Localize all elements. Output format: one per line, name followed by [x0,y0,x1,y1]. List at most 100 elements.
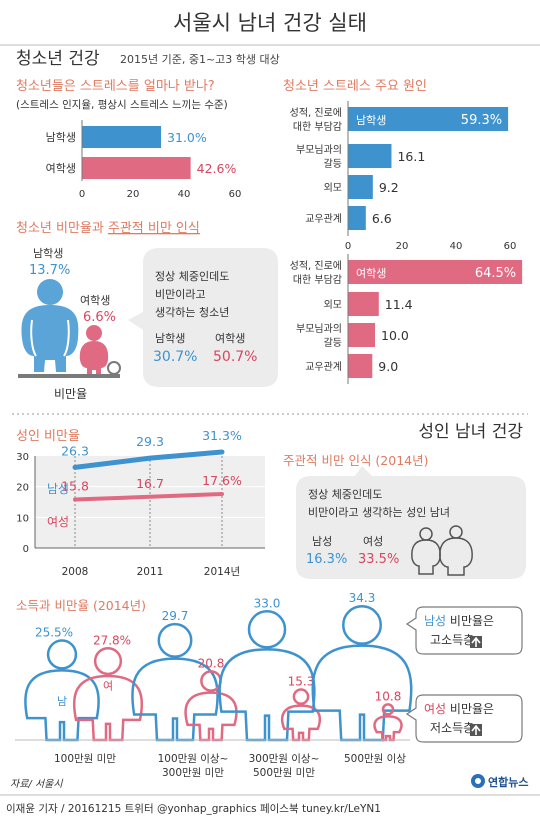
line-y-tick-label: 10 [16,513,29,524]
line-data-label: 15.8 [61,479,89,494]
income-female-label: 20.8 [198,656,225,670]
line-y-tick-label: 20 [16,483,29,494]
cause-value-label: 10.0 [381,328,409,343]
youth-female-value: 6.6% [83,310,116,325]
adult-obesity-title: 성인 비만율 [16,429,80,444]
adult-perception-bubble [296,466,526,579]
income-category-label: 500만원 이상 [344,753,406,765]
youth-male-value: 13.7% [29,263,70,278]
line-data-label: 31.3% [202,428,242,443]
income-category-label: 500만원 미만 [253,767,315,779]
female-figure-icon [280,688,322,742]
cause-category-label: 갈등 [324,157,342,170]
adult-section-title: 성인 남녀 건강 [418,422,523,442]
cause-category-label: 성적, 진로에 [290,260,342,272]
line-data-label: 17.6% [202,473,242,488]
income-male-label: 33.0 [254,596,281,610]
perception-male-label: 남성 [312,535,332,548]
income-female-label: 15.3 [288,675,315,689]
cause-category-label: 교우관계 [305,361,342,373]
male-figure-icon [24,639,100,742]
income-female-label: 10.8 [375,689,402,703]
bubble-line-3: 생각하는 청소년 [155,305,229,319]
cause-category-label: 대한 부담감 [293,274,342,286]
income-chart: 25.5% 27.8% 100만원 미만 29.7 20.8 100만원 이상~ 300만원… [15,591,413,779]
perception-line-2: 비만이라고 생각하는 성인 남녀 [308,505,450,519]
perception-line-1: 정상 체중인데도 [308,488,382,501]
cause-bar [348,323,375,347]
cause-value-label: 6.6 [372,211,392,226]
cause-value-label: 9.0 [378,359,398,374]
perception-female-label: 여성 [363,535,383,548]
boy-figure-icon [21,279,79,372]
figure-head [157,622,193,658]
youth-perception-bubble [128,248,278,387]
cause-tick-label: 20 [396,241,409,252]
cause-tick-label: 0 [345,241,351,252]
male-figure-icon [131,622,219,742]
up-arrow-icon [470,636,482,648]
stress-tick-label: 60 [229,189,242,200]
bubble-female-label: 여학생 [215,332,245,345]
stress-tick-label: 20 [127,189,140,200]
girl-figure-icon [79,325,109,374]
up-arrow-icon [470,724,482,736]
stress-tick-label: 40 [178,189,191,200]
stress-question: 청소년들은 스트레스를 얼마나 받나? [16,79,215,94]
income-category-label: 100만원 미만 [54,753,116,765]
adult-couple-icon [411,525,473,576]
figure-head [200,670,222,692]
cause-category-label: 부모님과의 [296,323,342,335]
income-male-label: 25.5% [35,626,73,640]
cause-group-label: 남학생 [356,114,386,127]
perception-highlight: 주관적 비만 인식 [108,221,200,236]
cause-value-label: 64.5% [475,266,516,281]
figure-head [342,604,382,645]
cause-tick-label: 60 [504,241,517,252]
stress-value-label: 31.0% [167,130,207,145]
stress-bar [82,126,162,148]
stress-value-label: 42.6% [197,161,237,176]
cause-category-label: 대한 부담감 [293,121,342,133]
perception-title: 주관적 비만 인식 (2014년) [283,453,429,468]
income-category-label: 300만원 이상~ [249,753,320,765]
cause-category-label: 부모님과의 [296,144,342,156]
figure-head [247,610,287,649]
male-note-box [405,606,523,655]
cause-value-label: 16.1 [397,149,425,164]
line-data-label: 26.3 [61,443,89,458]
cause-category-label: 갈등 [324,336,342,349]
male-figure-icon [311,604,413,742]
stress-category-label: 여학생 [46,162,76,175]
female-figure-icon [72,647,144,742]
male-note-text: 남성 비만율은 [424,614,494,628]
yonhap-logo: 연합뉴스 [471,774,528,789]
female-note-box [405,694,523,743]
youth-female-label: 여학생 [80,294,110,307]
cause-value-label: 11.4 [385,297,413,312]
credit-text: 이재윤 기자 / 20161215 트위터 @yonhap_graphics 페… [6,802,381,815]
stress-subtitle: (스트레스 인지율, 평상시 스트레스 느끼는 수준) [16,99,228,111]
cause-bar [348,107,509,131]
perception-male-value: 16.3% [306,552,347,567]
income-male-label: 29.7 [162,609,189,623]
stress-bar [82,157,191,179]
cause-bar [348,175,373,199]
stress-tick-label: 0 [79,189,85,200]
male-note-line2: 고소득층 [430,633,474,647]
figure-head [381,703,395,716]
line-x-tick-label: 2011 [137,566,164,578]
figure-body [373,715,403,742]
main-title: 서울시 남녀 건강 실태 [173,11,367,35]
source-text: 자료/ 서울시 [10,778,63,790]
bubble-line-2: 비만이라고 [155,288,206,301]
figure-body [311,644,413,742]
line-y-tick-label: 0 [23,544,29,555]
scale-label: 비만율 [54,387,87,401]
cause-category-label: 외모 [324,299,342,311]
line-series-name: 남성 [47,482,69,496]
income-female-label: 27.8% [93,633,131,647]
cause-value-label: 59.3% [461,113,502,128]
